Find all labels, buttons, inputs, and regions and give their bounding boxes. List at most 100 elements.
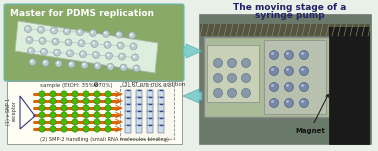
Circle shape xyxy=(271,84,274,87)
FancyBboxPatch shape xyxy=(158,97,164,105)
Circle shape xyxy=(228,74,237,82)
FancyBboxPatch shape xyxy=(136,97,142,105)
Circle shape xyxy=(228,58,237,67)
Circle shape xyxy=(94,112,100,118)
FancyBboxPatch shape xyxy=(125,125,131,133)
Circle shape xyxy=(120,55,122,57)
Circle shape xyxy=(242,88,251,98)
Circle shape xyxy=(50,126,56,132)
Text: sample (EtOH: 35%➒70%): sample (EtOH: 35%➒70%) xyxy=(40,82,113,88)
Circle shape xyxy=(105,119,111,125)
Circle shape xyxy=(54,40,56,42)
Text: (2) SMP-2 handling (small RNA molecules binding): (2) SMP-2 handling (small RNA molecules … xyxy=(40,137,169,142)
Circle shape xyxy=(70,62,72,65)
Circle shape xyxy=(83,105,89,111)
Circle shape xyxy=(132,44,134,47)
Circle shape xyxy=(61,105,67,111)
Circle shape xyxy=(65,39,72,46)
Polygon shape xyxy=(15,21,158,73)
Polygon shape xyxy=(183,44,202,58)
Circle shape xyxy=(39,98,45,104)
FancyBboxPatch shape xyxy=(136,111,142,119)
Circle shape xyxy=(83,112,89,118)
Circle shape xyxy=(83,98,89,104)
Circle shape xyxy=(68,61,75,68)
Circle shape xyxy=(118,53,125,60)
FancyBboxPatch shape xyxy=(4,4,184,81)
Circle shape xyxy=(271,52,274,55)
Circle shape xyxy=(120,64,127,71)
Circle shape xyxy=(61,119,67,125)
Circle shape xyxy=(29,49,31,51)
Circle shape xyxy=(40,48,48,55)
Circle shape xyxy=(214,74,223,82)
Circle shape xyxy=(135,66,137,69)
Circle shape xyxy=(65,29,67,32)
Circle shape xyxy=(94,63,101,69)
Circle shape xyxy=(42,50,44,52)
FancyBboxPatch shape xyxy=(147,97,153,105)
Circle shape xyxy=(67,40,69,43)
Circle shape xyxy=(91,40,98,48)
Circle shape xyxy=(270,50,279,59)
Text: (3) RT pre-mix addition: (3) RT pre-mix addition xyxy=(122,82,185,87)
Circle shape xyxy=(117,42,124,49)
Circle shape xyxy=(72,98,78,104)
FancyBboxPatch shape xyxy=(158,118,164,126)
Circle shape xyxy=(286,52,289,55)
Circle shape xyxy=(72,126,78,132)
Circle shape xyxy=(40,39,43,41)
Circle shape xyxy=(54,49,60,56)
Circle shape xyxy=(68,51,70,54)
Circle shape xyxy=(39,28,42,30)
Circle shape xyxy=(299,50,308,59)
Circle shape xyxy=(270,66,279,76)
Circle shape xyxy=(83,91,89,97)
FancyBboxPatch shape xyxy=(199,14,371,144)
Circle shape xyxy=(286,68,289,71)
Circle shape xyxy=(81,52,84,55)
FancyBboxPatch shape xyxy=(136,104,142,112)
FancyBboxPatch shape xyxy=(136,125,142,133)
Circle shape xyxy=(270,82,279,92)
FancyBboxPatch shape xyxy=(204,37,331,117)
Circle shape xyxy=(61,126,67,132)
Circle shape xyxy=(72,112,78,118)
Circle shape xyxy=(83,119,89,125)
Text: Master for PDMS replication: Master for PDMS replication xyxy=(10,9,154,18)
Circle shape xyxy=(105,105,111,111)
Circle shape xyxy=(301,84,304,87)
FancyBboxPatch shape xyxy=(158,111,164,119)
Circle shape xyxy=(271,100,274,103)
Circle shape xyxy=(72,91,78,97)
Circle shape xyxy=(56,62,59,64)
FancyBboxPatch shape xyxy=(147,118,153,126)
Text: syringe pump: syringe pump xyxy=(255,11,325,20)
Circle shape xyxy=(50,119,56,125)
Circle shape xyxy=(50,91,56,97)
FancyBboxPatch shape xyxy=(125,90,131,98)
Circle shape xyxy=(104,41,111,48)
Circle shape xyxy=(108,65,111,67)
FancyBboxPatch shape xyxy=(200,24,370,36)
Circle shape xyxy=(51,27,57,34)
Circle shape xyxy=(50,112,56,118)
Circle shape xyxy=(61,91,67,97)
Circle shape xyxy=(299,66,308,76)
Circle shape xyxy=(82,63,85,66)
Circle shape xyxy=(28,48,34,55)
FancyBboxPatch shape xyxy=(158,104,164,112)
Circle shape xyxy=(67,50,73,57)
Circle shape xyxy=(78,40,85,47)
FancyBboxPatch shape xyxy=(125,104,131,112)
Circle shape xyxy=(299,98,308,108)
Circle shape xyxy=(76,29,84,36)
Circle shape xyxy=(299,82,308,92)
FancyBboxPatch shape xyxy=(329,27,369,144)
Circle shape xyxy=(91,31,93,33)
Circle shape xyxy=(94,53,96,55)
Circle shape xyxy=(105,52,113,59)
Circle shape xyxy=(214,88,223,98)
FancyBboxPatch shape xyxy=(136,118,142,126)
Circle shape xyxy=(242,74,251,82)
